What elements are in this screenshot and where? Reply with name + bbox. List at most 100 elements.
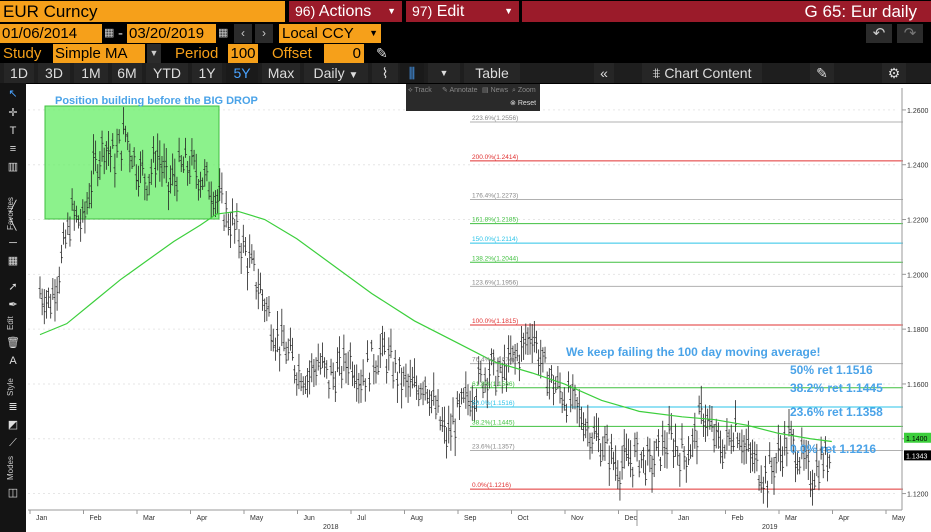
drawing-tools-panel [0,83,26,532]
range-max[interactable]: Max [262,63,300,83]
range-ytd[interactable]: YTD [146,63,188,83]
offset-field[interactable]: 0 [324,44,364,63]
year-label: 2018 [323,524,339,531]
offset-label: Offset [272,45,312,62]
settings-gear-icon[interactable]: ⚙ [882,63,906,83]
range-1y[interactable]: 1Y [192,63,222,83]
currency-select[interactable]: Local CCY ▼ [279,24,381,43]
fib-level-label: 0.0%(1.1216) [472,482,511,489]
edit-menu[interactable]: 97) Edit ▼ [406,1,519,22]
trendline-icon[interactable]: ╱ [9,201,17,213]
forward-arrow-button[interactable]: › [255,24,273,43]
last-price-box [904,450,931,461]
start-date-field[interactable]: 01/06/2014 [0,24,102,43]
calendar-icon[interactable]: ▦ [104,27,115,39]
range-3d[interactable]: 3D [38,63,70,83]
edit-chart-icon[interactable]: ✎ [810,63,834,83]
bar-chart-icon[interactable]: ⫼ [400,63,424,83]
x-tick-label: Dec [625,515,638,522]
ret50-annotation: 50% ret 1.1516 [790,363,873,377]
table-button[interactable]: Table [464,63,520,83]
pen-icon[interactable]: ✒ [8,299,18,311]
fib-level-label: 76.4%(1.1674) [472,357,515,364]
end-date-field[interactable]: 03/20/2019 [127,24,216,43]
window-title: G 65: Eur daily [522,1,931,22]
trash-icon[interactable]: 🗑 [6,337,20,349]
price-chart[interactable]: 223.6%(1.2556) 200.0%(1.2414) 176.4%(1.227… [26,84,931,532]
back-arrow-button[interactable]: ‹ [234,24,252,43]
news-button[interactable]: ▤ News [482,87,509,94]
mode-icon[interactable]: ◫ [7,487,19,499]
y-tick-label: 1.2600 [907,108,929,115]
x-tick-label: Apr [197,515,209,522]
fib-level-label: 161.8%(1.2185) [472,217,518,224]
undo-icon[interactable]: ↶ [866,24,892,43]
track-button[interactable]: ⟡ Track [408,87,432,94]
hline-icon[interactable]: ─ [9,237,17,249]
x-tick-label: Nov [571,515,584,522]
text-tool-icon[interactable]: T [9,125,17,137]
caret-down-icon: ▼ [369,28,378,38]
zoom-button[interactable]: ⌕ Zoom [512,87,536,94]
caret-down-icon: ▼ [387,6,396,16]
ticker-field[interactable]: EUR Curncy [0,1,285,22]
ret0-annotation: 0.0% ret 1.1216 [790,442,876,456]
brush-icon[interactable]: ⟋ [9,437,17,449]
cursor-icon[interactable]: ↖ [8,88,18,100]
period-field[interactable]: 100 [228,44,258,63]
actions-menu[interactable]: 96) Actions ▼ [289,1,402,22]
y-tick-label: 1.1800 [907,327,929,334]
x-tick-label: Jun [304,515,315,522]
fib-level-label: 200.0%(1.2414) [472,154,518,161]
period-label: Period [175,45,219,62]
color-icon[interactable]: ◩ [7,419,19,431]
pattern-icon[interactable]: ▦ [7,255,19,267]
arrow-tool-icon[interactable]: ➚ [8,281,18,293]
channel-icon[interactable]: ▥ [7,161,19,173]
frequency-select[interactable]: Daily ▼ [304,63,368,83]
collapse-icon[interactable]: « [594,63,614,83]
x-tick-label: Jan [36,515,47,522]
y-tick-label: 1.1600 [907,382,929,389]
range-5y[interactable]: 5Y [226,63,258,83]
y-tick-label: 1.2400 [907,163,929,170]
moving-average-line [39,210,832,443]
ray-icon[interactable]: ╲ [9,219,17,231]
fib-tool-icon[interactable]: ≡ [9,143,17,155]
caret-down-icon[interactable]: ▼ [147,44,161,63]
pencil-icon[interactable]: ✎ [376,45,388,61]
study-select[interactable]: Simple MA [53,44,145,63]
y-tick-label: 1.2200 [907,218,929,225]
range-6m[interactable]: 6M [112,63,142,83]
line-style-icon[interactable]: ≣ [8,401,18,413]
range-1d[interactable]: 1D [4,63,34,83]
x-tick-label: May [250,515,264,522]
year-label: 2019 [762,524,778,531]
fib-level-label: 38.2%(1.1445) [472,419,515,426]
edit-tab[interactable]: Edit [6,316,15,330]
x-tick-label: Feb [90,515,102,522]
x-tick-label: Mar [143,515,156,522]
fib-level-label: 50.0%(1.1516) [472,400,515,407]
line-chart-icon[interactable]: ⌇ [372,63,398,83]
chart-content-button[interactable]: ⩨ Chart Content [642,63,762,83]
chart-type-caret-icon[interactable]: ▼ [428,63,460,83]
calendar-icon[interactable]: ▦ [218,27,229,39]
style-tab[interactable]: Style [6,378,15,396]
fib-level-label: 176.4%(1.2273) [472,193,518,200]
font-icon[interactable]: A [9,355,17,367]
fib-level-label: 123.6%(1.1956) [472,279,518,286]
range-1m[interactable]: 1M [74,63,108,83]
modes-tab[interactable]: Modes [6,455,15,480]
reset-button[interactable]: ⊗ Reset [510,100,537,107]
x-tick-label: Jul [357,515,366,522]
redo-icon[interactable]: ↷ [897,24,923,43]
fib-level-label: 138.2%(1.2044) [472,255,518,262]
chart-content-icon: ⩨ [652,65,661,81]
x-tick-label: Apr [839,515,851,522]
annotate-button[interactable]: ✎ Annotate [442,87,478,94]
last-price-label: 1.1343 [906,453,928,460]
mini-toolbar [406,84,540,111]
crosshair-icon[interactable]: ✛ [8,107,18,119]
date-separator: - [118,25,123,42]
